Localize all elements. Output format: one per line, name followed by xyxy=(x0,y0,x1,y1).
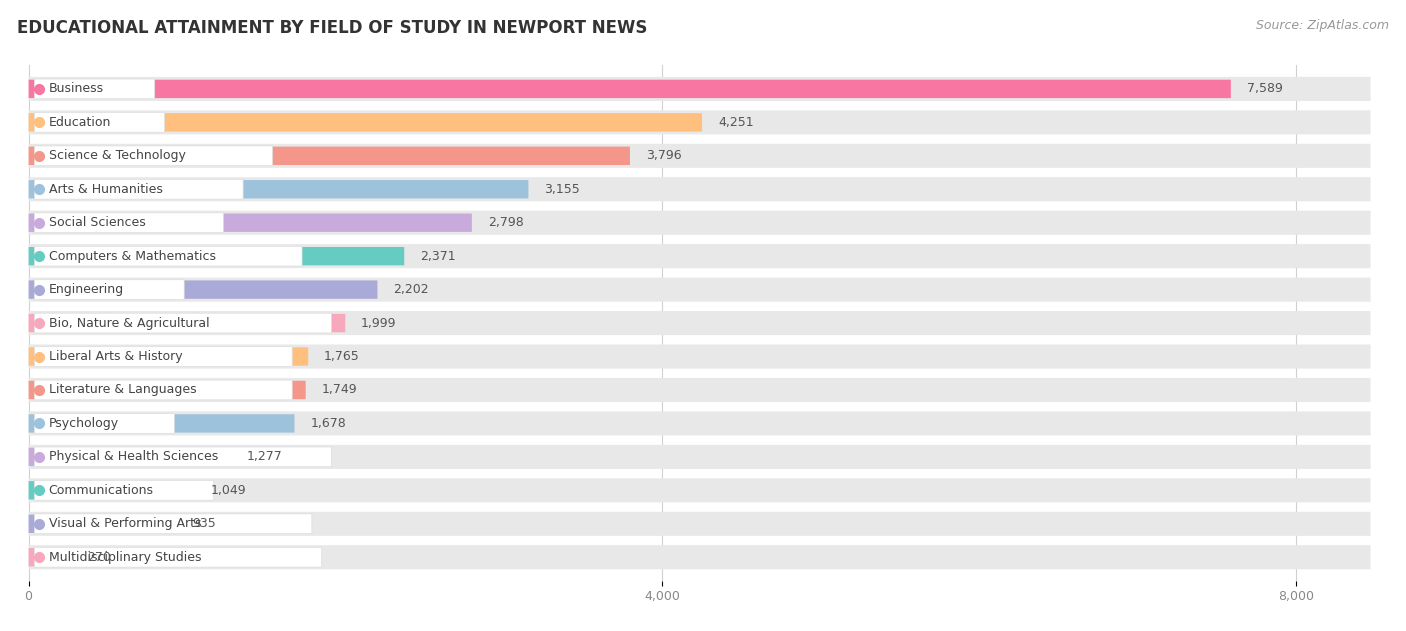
Text: Liberal Arts & History: Liberal Arts & History xyxy=(49,350,183,363)
FancyBboxPatch shape xyxy=(28,280,377,299)
FancyBboxPatch shape xyxy=(28,378,1371,402)
FancyBboxPatch shape xyxy=(28,144,1371,168)
FancyBboxPatch shape xyxy=(28,80,1230,98)
Text: 1,999: 1,999 xyxy=(361,317,396,329)
Text: Education: Education xyxy=(49,116,111,129)
FancyBboxPatch shape xyxy=(34,380,292,400)
FancyBboxPatch shape xyxy=(34,246,302,266)
FancyBboxPatch shape xyxy=(28,314,346,333)
Text: 270: 270 xyxy=(87,551,111,563)
FancyBboxPatch shape xyxy=(28,347,308,366)
Text: Source: ZipAtlas.com: Source: ZipAtlas.com xyxy=(1256,19,1389,32)
Text: 2,202: 2,202 xyxy=(394,283,429,296)
FancyBboxPatch shape xyxy=(28,478,1371,502)
FancyBboxPatch shape xyxy=(34,146,273,166)
FancyBboxPatch shape xyxy=(34,112,165,133)
FancyBboxPatch shape xyxy=(28,311,1371,335)
FancyBboxPatch shape xyxy=(28,512,1371,536)
FancyBboxPatch shape xyxy=(34,79,155,99)
Text: 2,371: 2,371 xyxy=(420,250,456,262)
FancyBboxPatch shape xyxy=(28,110,1371,134)
Text: 1,749: 1,749 xyxy=(322,384,357,396)
FancyBboxPatch shape xyxy=(28,414,294,433)
FancyBboxPatch shape xyxy=(34,413,174,433)
FancyBboxPatch shape xyxy=(34,547,322,567)
Text: Arts & Humanities: Arts & Humanities xyxy=(49,183,163,196)
Text: Business: Business xyxy=(49,83,104,95)
Text: 935: 935 xyxy=(193,517,217,530)
Text: 1,678: 1,678 xyxy=(311,417,346,430)
Text: 7,589: 7,589 xyxy=(1247,83,1282,95)
FancyBboxPatch shape xyxy=(34,280,184,300)
Text: EDUCATIONAL ATTAINMENT BY FIELD OF STUDY IN NEWPORT NEWS: EDUCATIONAL ATTAINMENT BY FIELD OF STUDY… xyxy=(17,19,647,37)
Text: Science & Technology: Science & Technology xyxy=(49,150,186,162)
Text: Computers & Mathematics: Computers & Mathematics xyxy=(49,250,215,262)
FancyBboxPatch shape xyxy=(28,515,177,533)
FancyBboxPatch shape xyxy=(34,346,292,367)
FancyBboxPatch shape xyxy=(28,77,1371,101)
Text: Social Sciences: Social Sciences xyxy=(49,216,145,229)
FancyBboxPatch shape xyxy=(28,213,472,232)
FancyBboxPatch shape xyxy=(34,213,224,233)
FancyBboxPatch shape xyxy=(28,244,1371,268)
FancyBboxPatch shape xyxy=(28,447,231,466)
Text: Physical & Health Sciences: Physical & Health Sciences xyxy=(49,451,218,463)
FancyBboxPatch shape xyxy=(28,211,1371,235)
Text: Visual & Performing Arts: Visual & Performing Arts xyxy=(49,517,201,530)
Text: 3,796: 3,796 xyxy=(645,150,682,162)
Text: 1,765: 1,765 xyxy=(323,350,360,363)
FancyBboxPatch shape xyxy=(28,177,1371,201)
FancyBboxPatch shape xyxy=(28,345,1371,369)
FancyBboxPatch shape xyxy=(28,247,405,266)
FancyBboxPatch shape xyxy=(34,447,332,467)
FancyBboxPatch shape xyxy=(28,545,1371,569)
Text: Multidisciplinary Studies: Multidisciplinary Studies xyxy=(49,551,201,563)
FancyBboxPatch shape xyxy=(34,514,312,534)
FancyBboxPatch shape xyxy=(28,113,702,131)
Text: Bio, Nature & Agricultural: Bio, Nature & Agricultural xyxy=(49,317,209,329)
FancyBboxPatch shape xyxy=(28,146,630,165)
FancyBboxPatch shape xyxy=(28,278,1371,302)
FancyBboxPatch shape xyxy=(28,481,195,500)
Text: Communications: Communications xyxy=(49,484,153,497)
FancyBboxPatch shape xyxy=(28,380,305,399)
FancyBboxPatch shape xyxy=(28,548,72,567)
Text: 1,049: 1,049 xyxy=(211,484,246,497)
FancyBboxPatch shape xyxy=(34,179,243,199)
Text: 3,155: 3,155 xyxy=(544,183,581,196)
Text: Psychology: Psychology xyxy=(49,417,118,430)
FancyBboxPatch shape xyxy=(34,313,332,333)
Text: 2,798: 2,798 xyxy=(488,216,523,229)
FancyBboxPatch shape xyxy=(28,445,1371,469)
Text: Engineering: Engineering xyxy=(49,283,124,296)
Text: Literature & Languages: Literature & Languages xyxy=(49,384,197,396)
FancyBboxPatch shape xyxy=(28,180,529,199)
FancyBboxPatch shape xyxy=(34,480,214,500)
FancyBboxPatch shape xyxy=(28,411,1371,435)
Text: 1,277: 1,277 xyxy=(247,451,283,463)
Text: 4,251: 4,251 xyxy=(718,116,754,129)
